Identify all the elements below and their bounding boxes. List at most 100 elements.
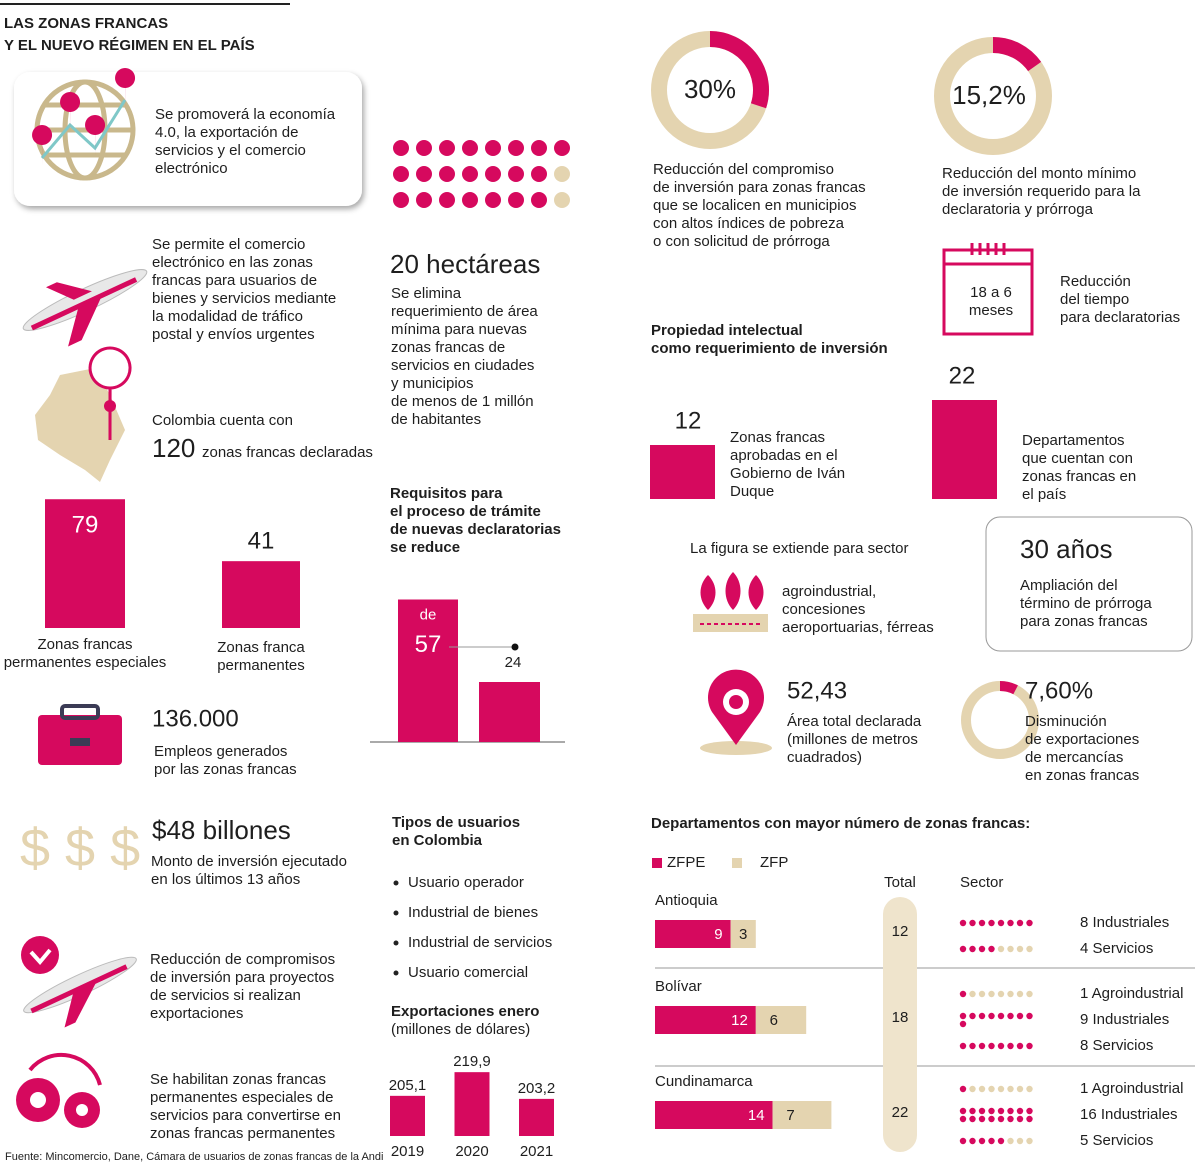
area-text: Se elimina xyxy=(391,285,462,302)
sector-dot xyxy=(978,990,986,998)
requirements-values: 57 xyxy=(415,631,442,658)
sector-dot xyxy=(988,1107,995,1115)
bar-zfp xyxy=(755,1006,807,1034)
services-text: de servicios si realizan xyxy=(150,987,301,1004)
departments-rows-1-name: Bolívar xyxy=(655,978,702,995)
map-icon xyxy=(35,368,125,482)
departments-rows-0-zfpe: 9 xyxy=(714,926,722,943)
colombia-intro: Colombia cuenta con xyxy=(152,412,293,429)
term-text: Ampliación del xyxy=(1020,577,1118,594)
departments-legend: ZFPE xyxy=(667,854,705,871)
sector-dot xyxy=(978,1137,986,1145)
donut-30-text: de inversión para zonas francas xyxy=(653,179,866,196)
zf-types-values: 79 xyxy=(72,512,99,539)
area-value: 20 hectáreas xyxy=(390,249,540,279)
briefcase-icon xyxy=(38,704,122,765)
grid-dot xyxy=(416,140,432,156)
donut-arc xyxy=(999,681,1018,695)
grid-dot xyxy=(531,140,547,156)
sector-dot xyxy=(1026,1085,1033,1093)
sector-dots xyxy=(959,919,1033,927)
services-text: de inversión para proyectos xyxy=(150,969,334,986)
requirements-title: el proceso de trámite xyxy=(390,503,541,520)
area-text: servicios en ciudades xyxy=(391,357,534,374)
economy-text: 4.0, la exportación de xyxy=(155,124,298,141)
services-text: Reducción de compromisos xyxy=(150,951,335,968)
bar xyxy=(398,599,458,742)
colombia-value: 120 xyxy=(152,433,195,463)
sector-dot xyxy=(978,1107,986,1115)
sector-dot xyxy=(1007,945,1014,953)
departments-rows-1-total: 18 xyxy=(892,1009,909,1026)
sector-dots xyxy=(959,990,1033,998)
departments-rows-1-sectors-value-labels: 9 Industriales xyxy=(1080,1011,1169,1028)
ecommerce-text: bienes y servicios mediante xyxy=(152,290,336,307)
check-mark xyxy=(29,948,52,966)
sector-dot xyxy=(959,1085,967,1093)
intellectual-texts-1: zonas francas en xyxy=(1022,468,1136,485)
sector-dot xyxy=(997,1107,1005,1115)
permanent-text: servicios para convertirse en xyxy=(150,1107,341,1124)
bar-zfpe xyxy=(655,920,731,948)
bar-zfpe xyxy=(655,1006,756,1034)
grid-dot xyxy=(485,140,501,156)
user-types-items: Usuario operador xyxy=(408,874,524,891)
sector-dot xyxy=(1007,1137,1014,1145)
area-text: requerimiento de área xyxy=(391,303,538,320)
sector-dot xyxy=(978,1115,986,1123)
grid-dot xyxy=(462,166,478,182)
intellectual-values: 12 xyxy=(675,407,702,434)
sector-dot xyxy=(1026,1137,1033,1145)
grid-dot xyxy=(416,192,432,208)
legend-swatch xyxy=(732,858,742,868)
sector-dots xyxy=(959,1107,1033,1123)
header-title: LAS ZONAS FRANCAS xyxy=(4,15,168,32)
sector-dot xyxy=(1026,1042,1033,1050)
donut-track xyxy=(961,681,1039,759)
grid-dot xyxy=(462,192,478,208)
sector-dot xyxy=(1016,919,1024,927)
exports-value-labels: 203,2 xyxy=(518,1080,556,1097)
grid-dot xyxy=(393,192,409,208)
bar xyxy=(454,1072,490,1136)
bullet xyxy=(393,910,399,916)
grid-dot xyxy=(439,192,455,208)
departments-rows-0-name: Antioquia xyxy=(655,892,718,909)
term-text: para zonas francas xyxy=(1020,613,1148,630)
sector-dot xyxy=(969,919,976,927)
grid-dot xyxy=(508,166,524,182)
sector-dot xyxy=(959,1137,967,1145)
grid-dot xyxy=(508,140,524,156)
bar xyxy=(932,400,997,499)
sector-dot xyxy=(959,1012,967,1020)
exports-drop-text: de mercancías xyxy=(1025,749,1123,766)
bar-zfpe xyxy=(655,1101,773,1129)
requirements-prefix: de xyxy=(420,606,437,623)
sector-dot xyxy=(1026,990,1033,998)
investment-value: $48 billones xyxy=(152,815,291,845)
permanent-text: zonas francas permanentes xyxy=(150,1125,335,1142)
sector-dot xyxy=(959,1042,967,1050)
departments-rows-1-sectors-value-labels: 8 Servicios xyxy=(1080,1037,1153,1054)
sector-dot xyxy=(1026,1012,1033,1020)
area-total-text: (millones de metros xyxy=(787,731,918,748)
employment-text: por las zonas francas xyxy=(154,761,297,778)
sector-dot xyxy=(1007,919,1014,927)
area-text: zonas francas de xyxy=(391,339,505,356)
grid-dot xyxy=(485,166,501,182)
ecommerce-text: francas para usuarios de xyxy=(152,272,317,289)
dollar-icon: $ $ $ xyxy=(20,818,140,878)
intellectual-texts-1: Departamentos xyxy=(1022,432,1125,449)
intellectual-texts-0: Zonas francas xyxy=(730,429,825,446)
bar xyxy=(479,682,540,742)
sector-dot xyxy=(1016,1115,1024,1123)
sector-dot xyxy=(997,1115,1005,1123)
investment-text: en los últimos 13 años xyxy=(151,871,300,888)
sector-dot xyxy=(1016,945,1024,953)
term-value: 30 años xyxy=(1020,534,1113,564)
calendar-icon xyxy=(942,243,1034,336)
intellectual-texts-1: el país xyxy=(1022,486,1066,503)
departments-total-header: Total xyxy=(884,874,916,891)
sector-dot xyxy=(997,1085,1005,1093)
calendar-text: Reducción xyxy=(1060,273,1131,290)
